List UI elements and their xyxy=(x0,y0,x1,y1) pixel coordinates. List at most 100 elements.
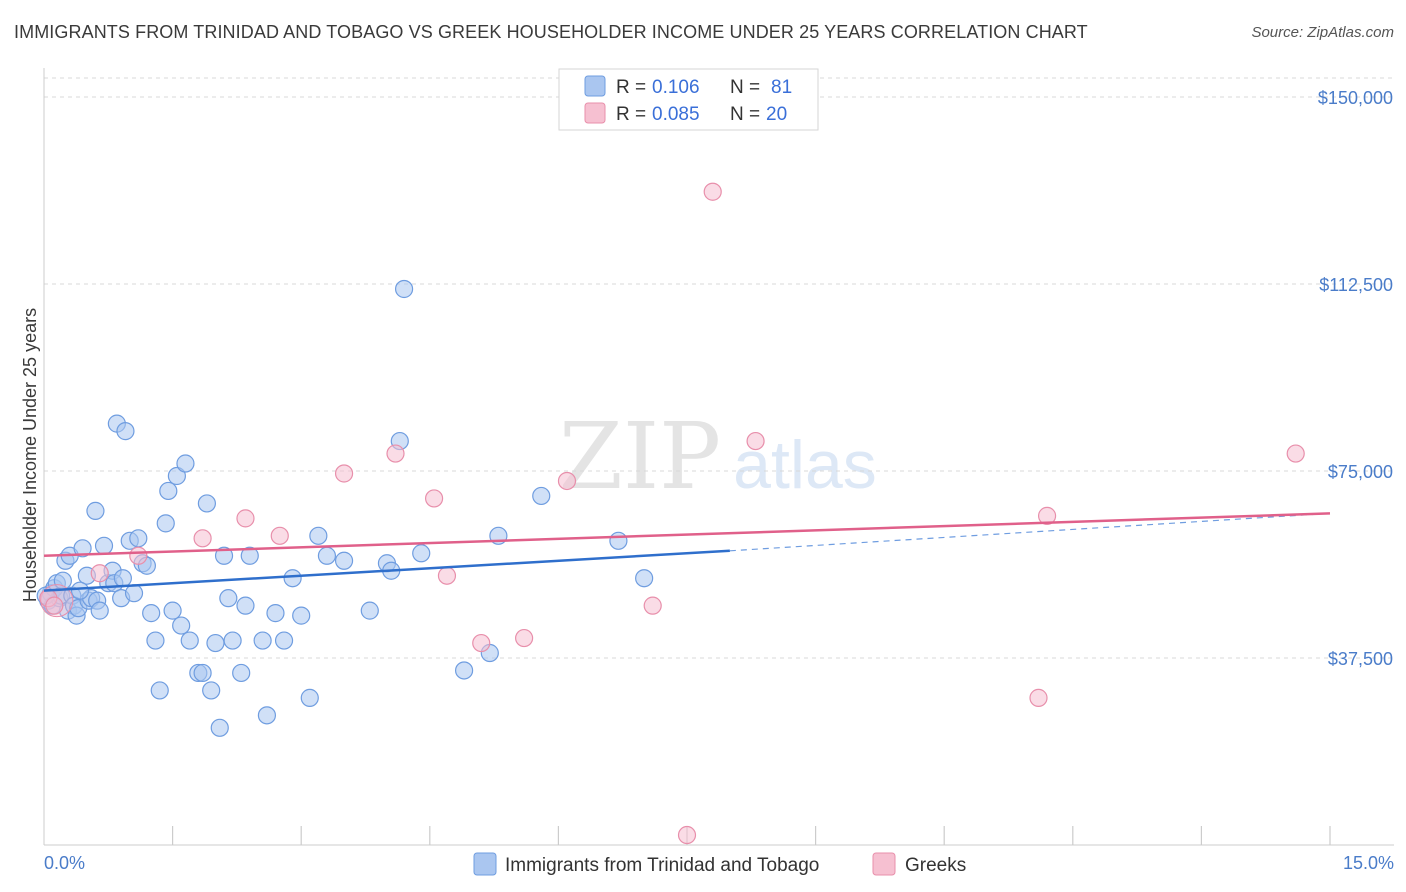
x-tick-marks xyxy=(172,826,1331,845)
axes xyxy=(43,68,1394,846)
legend-swatch-blue xyxy=(584,75,606,97)
point-trinidad-44 xyxy=(180,631,199,650)
point-greeks-11 xyxy=(472,633,491,653)
point-trinidad-76 xyxy=(532,486,551,506)
point-greeks-4 xyxy=(193,529,212,548)
point-trinidad-57 xyxy=(253,631,272,650)
bottom-legend-swatch-blue xyxy=(473,852,497,876)
legend-r-label-blue: R = xyxy=(616,77,646,98)
point-trinidad-32 xyxy=(129,529,148,548)
point-trinidad-65 xyxy=(317,546,337,565)
y-tick-label-0: $37,500 xyxy=(1328,649,1393,669)
point-trinidad-72 xyxy=(412,544,431,563)
point-trinidad-67 xyxy=(360,601,379,620)
point-trinidad-77 xyxy=(609,531,628,550)
bottom-legend-swatch-pink xyxy=(872,852,896,876)
bottom-legend-label-pink: Greeks xyxy=(905,855,966,876)
point-greeks-14 xyxy=(643,596,662,615)
point-trinidad-58 xyxy=(257,706,277,725)
trend-trinidad-dashed xyxy=(729,512,1331,552)
point-trinidad-49 xyxy=(206,633,225,653)
point-trinidad-42 xyxy=(172,616,191,635)
point-greeks-6 xyxy=(270,526,289,545)
trend-lines xyxy=(43,512,1331,592)
point-trinidad-28 xyxy=(113,569,132,588)
point-trinidad-63 xyxy=(300,688,319,707)
legend-r-value-blue: 0.106 xyxy=(652,77,700,98)
point-greeks-3 xyxy=(129,546,148,565)
legend-n-label-blue: N = xyxy=(730,77,760,98)
point-trinidad-19 xyxy=(86,501,105,520)
point-trinidad-52 xyxy=(219,589,238,608)
source-credit: Source: ZipAtlas.com xyxy=(1251,24,1394,41)
legend-swatch-pink xyxy=(584,102,606,124)
y-tick-label-2: $112,500 xyxy=(1319,275,1393,295)
point-trinidad-66 xyxy=(334,551,354,570)
y-tick-labels: $37,500 $75,000 $112,500 $150,000 xyxy=(1318,88,1393,669)
legend-r-label-pink: R = xyxy=(616,104,646,125)
point-greeks-9 xyxy=(424,489,444,508)
point-trinidad-43 xyxy=(176,454,195,473)
point-trinidad-29 xyxy=(116,422,135,441)
point-greeks-15 xyxy=(703,182,722,201)
chart-title: IMMIGRANTS FROM TRINIDAD AND TOBAGO VS G… xyxy=(14,22,1088,42)
point-trinidad-36 xyxy=(146,631,165,650)
point-trinidad-51 xyxy=(214,546,234,565)
point-trinidad-56 xyxy=(240,546,259,565)
point-greeks-16 xyxy=(677,825,697,845)
point-trinidad-71 xyxy=(394,279,414,299)
point-trinidad-31 xyxy=(124,584,144,603)
y-tick-label-3: $150,000 xyxy=(1318,88,1393,108)
point-trinidad-55 xyxy=(236,596,255,615)
point-trinidad-48 xyxy=(202,681,221,700)
point-trinidad-64 xyxy=(309,526,328,545)
series-greeks-points xyxy=(39,182,1305,845)
legend-n-value-blue: 81 xyxy=(771,77,792,98)
point-trinidad-53 xyxy=(223,631,242,650)
point-trinidad-59 xyxy=(266,604,285,623)
trend-trinidad-solid xyxy=(43,549,730,592)
point-trinidad-54 xyxy=(232,663,251,683)
x-tick-label-max: 15.0% xyxy=(1343,853,1394,873)
point-greeks-19 xyxy=(1037,506,1057,525)
point-trinidad-39 xyxy=(159,481,178,501)
x-tick-label-min: 0.0% xyxy=(44,853,85,873)
point-trinidad-46 xyxy=(193,663,212,683)
point-trinidad-73 xyxy=(454,661,474,680)
point-greeks-12 xyxy=(515,628,534,648)
point-trinidad-47 xyxy=(197,494,216,513)
point-trinidad-60 xyxy=(274,631,294,650)
point-trinidad-80 xyxy=(70,581,90,600)
watermark-zip: ZIP xyxy=(559,403,721,510)
point-trinidad-15 xyxy=(73,539,92,558)
point-trinidad-22 xyxy=(94,536,114,555)
point-trinidad-41 xyxy=(167,466,186,486)
grid-lines xyxy=(44,77,1394,659)
point-greeks-2 xyxy=(90,564,109,583)
point-trinidad-21 xyxy=(90,601,109,620)
y-axis-label: Householder Income Under 25 years xyxy=(20,308,40,602)
point-greeks-8 xyxy=(386,444,405,463)
point-greeks-5 xyxy=(236,509,255,528)
y-tick-label-1: $75,000 xyxy=(1328,462,1393,482)
series-legend: Immigrants from Trinidad and Tobago Gree… xyxy=(473,852,966,876)
point-trinidad-35 xyxy=(142,604,161,623)
point-trinidad-50 xyxy=(210,718,229,737)
point-trinidad-62 xyxy=(292,606,311,625)
point-trinidad-37 xyxy=(150,681,169,700)
point-greeks-1 xyxy=(45,596,64,615)
legend-n-label-pink: N = xyxy=(730,104,760,125)
legend-n-value-pink: 20 xyxy=(766,104,787,125)
point-trinidad-40 xyxy=(163,601,182,620)
point-greeks-10 xyxy=(437,566,457,585)
trend-greeks xyxy=(43,512,1331,558)
point-trinidad-78 xyxy=(635,569,654,588)
point-greeks-7 xyxy=(334,464,354,483)
point-trinidad-61 xyxy=(283,569,302,588)
point-greeks-18 xyxy=(1029,688,1048,707)
point-greeks-extra-0 xyxy=(1286,444,1305,463)
point-trinidad-38 xyxy=(156,514,175,533)
legend-r-value-pink: 0.085 xyxy=(652,104,700,125)
bottom-legend-label-blue: Immigrants from Trinidad and Tobago xyxy=(505,855,819,876)
